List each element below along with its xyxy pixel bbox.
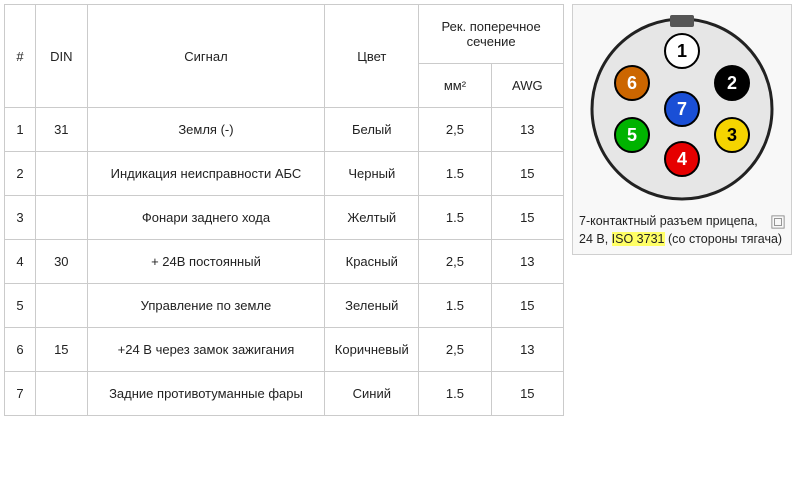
col-header-section-group: Рек. поперечное сечение [419,5,564,64]
cell-din [35,372,87,416]
cell-din [35,284,87,328]
cell-color: Черный [325,152,419,196]
col-header-din: DIN [35,5,87,108]
col-header-signal: Сигнал [87,5,325,108]
cell-din [35,196,87,240]
cell-mm2: 2,5 [419,240,491,284]
cell-awg: 13 [491,108,563,152]
cell-awg: 15 [491,196,563,240]
pin-label-6: 6 [627,73,637,93]
cell-num: 3 [5,196,36,240]
cell-color: Красный [325,240,419,284]
table-row: 5 Управление по землеЗеленый1.515 [5,284,564,328]
table-row: 430+ 24В постоянныйКрасный2,513 [5,240,564,284]
cell-color: Синий [325,372,419,416]
cell-mm2: 2,5 [419,108,491,152]
connector-caption: 7-контактный разъем прицепа, 24 В, ISO 3… [577,209,787,250]
cell-din: 30 [35,240,87,284]
cell-num: 1 [5,108,36,152]
cell-awg: 13 [491,328,563,372]
connector-pinout-table: # DIN Сигнал Цвет Рек. поперечное сечени… [4,4,564,416]
cell-awg: 15 [491,152,563,196]
connector-diagram: 1 2 3 4 5 6 7 [582,9,782,209]
cell-color: Коричневый [325,328,419,372]
cell-color: Желтый [325,196,419,240]
cell-awg: 13 [491,240,563,284]
table-row: 2 Индикация неисправности АБСЧерный1.515 [5,152,564,196]
cell-din: 31 [35,108,87,152]
cell-mm2: 2,5 [419,328,491,372]
pin-label-2: 2 [727,73,737,93]
table-row: 7 Задние противотуманные фарыСиний1.515 [5,372,564,416]
cell-awg: 15 [491,284,563,328]
cell-color: Белый [325,108,419,152]
caption-highlight: ISO 3731 [612,232,665,246]
cell-signal: Индикация неисправности АБС [87,152,325,196]
col-header-mm2: мм² [419,64,491,108]
col-header-color: Цвет [325,5,419,108]
cell-signal: + 24В постоянный [87,240,325,284]
cell-num: 4 [5,240,36,284]
cell-num: 6 [5,328,36,372]
cell-num: 5 [5,284,36,328]
cell-din: 15 [35,328,87,372]
table-row: 131Земля (-)Белый2,513 [5,108,564,152]
connector-figure: 1 2 3 4 5 6 7 7-контактный разъем прицепа, 24 … [572,4,792,255]
pin-label-3: 3 [727,125,737,145]
cell-signal: Управление по земле [87,284,325,328]
pin-label-7: 7 [677,99,687,119]
cell-din [35,152,87,196]
cell-signal: Земля (-) [87,108,325,152]
cell-signal: Фонари заднего хода [87,196,325,240]
table-row: 615+24 В через замок зажиганияКоричневый… [5,328,564,372]
cell-mm2: 1.5 [419,152,491,196]
pin-label-4: 4 [677,149,687,169]
cell-mm2: 1.5 [419,284,491,328]
enlarge-icon[interactable] [771,215,785,229]
caption-after: (со стороны тягача) [665,232,783,246]
table-row: 3 Фонари заднего ходаЖелтый1.515 [5,196,564,240]
cell-signal: +24 В через замок зажигания [87,328,325,372]
cell-num: 7 [5,372,36,416]
cell-signal: Задние противотуманные фары [87,372,325,416]
col-header-num: # [5,5,36,108]
cell-num: 2 [5,152,36,196]
pin-label-1: 1 [677,41,687,61]
cell-color: Зеленый [325,284,419,328]
cell-mm2: 1.5 [419,196,491,240]
cell-awg: 15 [491,372,563,416]
cell-mm2: 1.5 [419,372,491,416]
col-header-awg: AWG [491,64,563,108]
pin-label-5: 5 [627,125,637,145]
